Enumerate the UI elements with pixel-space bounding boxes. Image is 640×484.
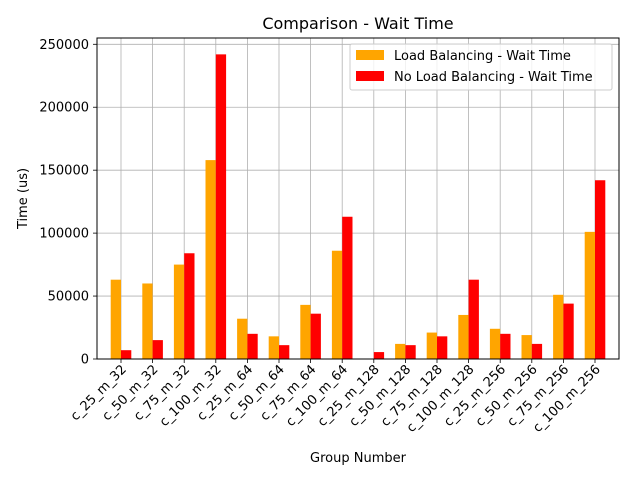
legend-label-no-load-balancing: No Load Balancing - Wait Time (394, 70, 593, 85)
bar-no-load-balancing (152, 340, 163, 359)
bar-no-load-balancing (405, 345, 416, 359)
y-tick-label: 0 (81, 353, 89, 368)
x-axis-label: Group Number (310, 451, 407, 466)
y-tick-label: 150000 (39, 164, 89, 179)
bar-no-load-balancing (500, 333, 511, 359)
y-tick-label: 100000 (39, 227, 89, 242)
bar-load-balancing (331, 250, 343, 359)
legend-swatch-load-balancing (356, 50, 384, 60)
bar-no-load-balancing (468, 279, 479, 359)
bar-load-balancing (521, 335, 532, 359)
bar-load-balancing (110, 279, 121, 359)
y-tick-label: 200000 (39, 101, 89, 116)
legend-frame (349, 43, 613, 91)
bar-no-load-balancing (531, 343, 543, 359)
bar-no-load-balancing (595, 180, 606, 359)
y-axis: 0 50000 100000 150000 200000 250000 (39, 38, 97, 368)
bar-load-balancing (237, 318, 248, 359)
bar-load-balancing (426, 332, 437, 359)
x-axis: c_25_m_32c_50_m_32c_75_m_32c_100_m_32c_2… (68, 359, 604, 436)
y-axis-label: Time (us) (16, 168, 31, 230)
bar-no-load-balancing (279, 345, 290, 359)
bar-load-balancing (553, 294, 564, 359)
bar-no-load-balancing (121, 350, 132, 359)
legend-label-load-balancing: Load Balancing - Wait Time (394, 49, 571, 64)
bar-load-balancing (268, 336, 279, 359)
bar-load-balancing (173, 264, 185, 359)
bar-no-load-balancing (342, 216, 353, 359)
legend: Load Balancing - Wait Time No Load Balan… (349, 43, 613, 91)
bar-load-balancing (300, 304, 311, 359)
bar-no-load-balancing (437, 336, 448, 359)
y-tick-label: 250000 (39, 38, 89, 53)
bar-no-load-balancing (247, 333, 258, 359)
bar-no-load-balancing (563, 303, 574, 359)
bar-no-load-balancing (215, 54, 227, 359)
bar-no-load-balancing (184, 253, 195, 359)
bars (110, 54, 606, 359)
bar-no-load-balancing (310, 313, 321, 359)
bar-load-balancing (395, 343, 406, 359)
plot-frame (96, 37, 620, 360)
y-tick-label: 50000 (48, 290, 89, 305)
bar-load-balancing (142, 283, 153, 359)
bar-load-balancing (205, 160, 216, 359)
legend-swatch-no-load-balancing (356, 71, 384, 81)
bar-load-balancing (458, 314, 469, 359)
bar-load-balancing (489, 328, 501, 359)
bar-no-load-balancing (373, 352, 385, 359)
chart-title: Comparison - Wait Time (262, 14, 453, 33)
bar-load-balancing (584, 231, 595, 359)
